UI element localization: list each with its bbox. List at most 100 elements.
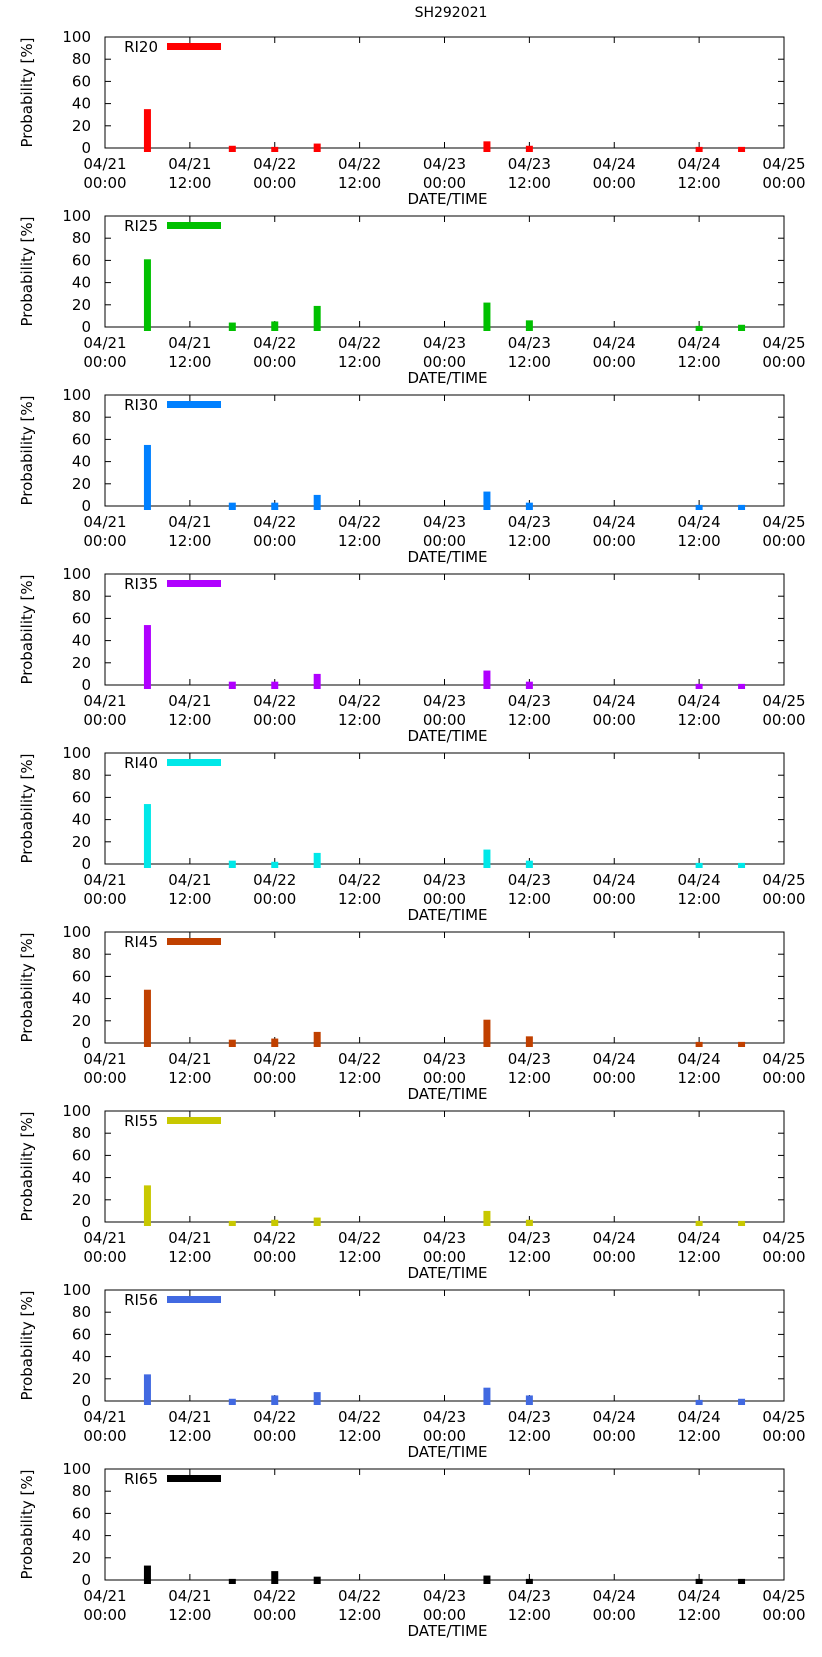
bar-ri65 (738, 1578, 746, 1584)
bar-ri30 (695, 504, 703, 510)
y-tick-label: 80 (72, 408, 91, 426)
x-tick-label-date: 04/21 (168, 1408, 211, 1426)
y-tick-label: 60 (72, 1504, 91, 1522)
x-tick-label-time: 12:00 (338, 1427, 381, 1445)
legend-label: RI56 (124, 1291, 158, 1309)
y-tick-label: 0 (81, 676, 91, 694)
x-tick-label-time: 00:00 (83, 353, 126, 371)
bar-ri56 (313, 1392, 321, 1405)
legend-swatch (167, 1117, 221, 1124)
x-tick-label-date: 04/22 (253, 1587, 296, 1605)
bar-ri30 (525, 502, 533, 510)
bar-ri20 (738, 146, 746, 152)
x-tick-label-date: 04/24 (593, 1050, 636, 1068)
y-tick-label: 20 (72, 296, 91, 314)
y-tick-label: 60 (72, 251, 91, 269)
bar-ri45 (271, 1038, 279, 1047)
y-tick-label: 100 (62, 565, 91, 583)
x-tick-label-time: 12:00 (338, 1069, 381, 1087)
bar-ri65 (271, 1571, 279, 1584)
x-tick-label-date: 04/24 (593, 155, 636, 173)
bar-ri56 (143, 1374, 151, 1405)
x-tick-label-time: 12:00 (678, 1248, 721, 1266)
x-tick-label-time: 12:00 (508, 532, 551, 550)
y-tick-label: 20 (72, 833, 91, 851)
x-tick-label-date: 04/22 (253, 871, 296, 889)
x-tick-label-time: 00:00 (423, 1069, 466, 1087)
chart-panel-ri45: 02040608010004/2100:0004/2112:0004/2200:… (18, 923, 806, 1103)
x-tick-label-date: 04/21 (83, 1050, 126, 1068)
x-tick-label-time: 00:00 (83, 174, 126, 192)
y-tick-label: 60 (72, 788, 91, 806)
bar-ri35 (525, 681, 533, 689)
x-tick-label-date: 04/25 (762, 155, 805, 173)
x-tick-label-time: 00:00 (253, 1606, 296, 1624)
x-axis-label: DATE/TIME (407, 548, 487, 566)
bar-ri25 (525, 320, 533, 331)
y-tick-label: 100 (62, 1102, 91, 1120)
bar-ri30 (271, 502, 279, 510)
x-tick-label-date: 04/21 (168, 334, 211, 352)
y-tick-label: 0 (81, 1034, 91, 1052)
bar-ri45 (228, 1039, 236, 1047)
x-tick-label-date: 04/24 (678, 1587, 721, 1605)
x-tick-label-time: 12:00 (508, 1248, 551, 1266)
plot-frame (104, 215, 785, 328)
x-tick-label-date: 04/23 (508, 334, 551, 352)
y-tick-label: 40 (72, 1527, 91, 1545)
bar-ri45 (483, 1019, 491, 1047)
x-tick-label-date: 04/21 (168, 1050, 211, 1068)
legend-swatch (167, 938, 221, 945)
bar-ri35 (738, 683, 746, 689)
x-tick-label-time: 00:00 (593, 174, 636, 192)
y-tick-label: 40 (72, 632, 91, 650)
plot-frame (104, 1289, 785, 1402)
x-axis-label: DATE/TIME (407, 190, 487, 208)
bar-ri35 (143, 625, 151, 689)
legend-label: RI40 (124, 754, 158, 772)
y-tick-label: 100 (62, 386, 91, 404)
x-tick-label-time: 12:00 (508, 1427, 551, 1445)
bar-ri25 (228, 322, 236, 331)
bar-ri65 (695, 1578, 703, 1584)
x-tick-label-time: 00:00 (253, 890, 296, 908)
x-tick-label-time: 12:00 (168, 711, 211, 729)
x-tick-label-date: 04/23 (508, 1229, 551, 1247)
y-tick-label: 40 (72, 1348, 91, 1366)
y-axis-label: Probability [%] (18, 1290, 36, 1400)
y-tick-label: 20 (72, 1191, 91, 1209)
y-tick-label: 60 (72, 72, 91, 90)
bar-ri55 (738, 1220, 746, 1226)
y-axis-label: Probability [%] (18, 1111, 36, 1221)
bar-ri30 (483, 491, 491, 510)
bar-ri45 (695, 1041, 703, 1047)
y-axis-label: Probability [%] (18, 1469, 36, 1579)
x-tick-label-date: 04/21 (83, 692, 126, 710)
x-tick-label-date: 04/24 (678, 334, 721, 352)
plot-frame (104, 1468, 785, 1581)
y-tick-label: 20 (72, 1012, 91, 1030)
x-tick-label-time: 12:00 (678, 353, 721, 371)
x-tick-label-date: 04/21 (83, 1229, 126, 1247)
x-tick-label-date: 04/21 (83, 334, 126, 352)
x-tick-label-time: 12:00 (678, 1606, 721, 1624)
x-tick-label-time: 00:00 (762, 1248, 805, 1266)
y-axis-label: Probability [%] (18, 753, 36, 863)
x-tick-label-date: 04/23 (423, 1408, 466, 1426)
bar-ri56 (228, 1398, 236, 1405)
y-tick-label: 80 (72, 945, 91, 963)
chart-panel-ri65: 02040608010004/2100:0004/2112:0004/2200:… (18, 1460, 806, 1640)
legend-label: RI30 (124, 396, 158, 414)
y-tick-label: 0 (81, 497, 91, 515)
chart-panel-ri56: 02040608010004/2100:0004/2112:0004/2200:… (18, 1281, 806, 1461)
x-tick-label-date: 04/23 (508, 1587, 551, 1605)
bar-ri55 (228, 1220, 236, 1226)
x-axis-label: DATE/TIME (407, 1085, 487, 1103)
x-axis-label: DATE/TIME (407, 1264, 487, 1282)
x-tick-label-date: 04/22 (253, 155, 296, 173)
plot-frame (104, 1110, 785, 1223)
x-tick-label-date: 04/24 (678, 155, 721, 173)
bar-ri40 (525, 860, 533, 868)
bar-ri35 (695, 683, 703, 689)
x-tick-label-date: 04/22 (338, 1229, 381, 1247)
